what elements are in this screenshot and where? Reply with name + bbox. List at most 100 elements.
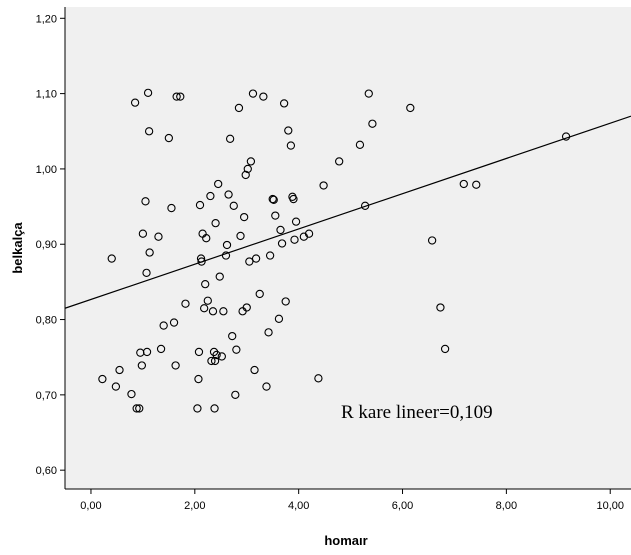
data-point: [440, 344, 450, 354]
x-tick-label: 10,00: [596, 500, 624, 512]
y-tick-label: 1,20: [36, 13, 57, 25]
data-point: [265, 251, 275, 260]
data-point: [368, 119, 377, 128]
fit-line: [64, 115, 631, 309]
x-axis-title: homaır: [324, 533, 367, 548]
data-point: [208, 307, 218, 316]
data-point: [277, 239, 287, 248]
data-point: [245, 257, 254, 266]
data-point: [459, 179, 468, 189]
data-point: [241, 170, 250, 180]
data-point: [242, 303, 251, 312]
y-tick-label: 0,70: [36, 390, 57, 402]
data-point: [214, 179, 223, 189]
data-point: [221, 251, 231, 260]
x-tick-label: 8,00: [496, 500, 517, 512]
y-tick-label: 0,80: [36, 315, 57, 327]
data-point: [206, 191, 215, 201]
y-tick-label: 0,90: [36, 239, 57, 251]
data-point: [279, 99, 289, 108]
data-point: [145, 248, 154, 257]
data-point: [142, 268, 151, 278]
data-point: [290, 235, 299, 244]
data-point: [203, 296, 212, 305]
data-point: [284, 126, 293, 135]
data-point: [141, 197, 150, 206]
data-point: [243, 164, 252, 174]
data-point: [262, 382, 271, 391]
data-point: [229, 201, 238, 210]
data-point: [127, 389, 136, 399]
data-point: [289, 194, 298, 204]
data-point: [194, 347, 204, 357]
data-point: [176, 92, 185, 101]
data-point: [210, 356, 220, 366]
data-point: [355, 140, 365, 149]
data-point: [224, 190, 233, 199]
data-point: [406, 103, 415, 113]
data-point: [248, 89, 258, 98]
data-point: [561, 132, 571, 141]
x-tick-label: 4,00: [288, 500, 309, 512]
data-point: [360, 201, 370, 210]
data-point: [212, 350, 221, 360]
data-point: [314, 374, 323, 383]
x-tick-label: 2,00: [184, 500, 205, 512]
y-tick-label: 1,00: [36, 164, 57, 176]
data-point: [111, 382, 121, 391]
data-point: [171, 361, 180, 370]
data-point: [211, 218, 220, 228]
data-point: [222, 240, 232, 250]
data-point: [217, 352, 226, 361]
data-point: [159, 321, 168, 330]
y-tick-label: 0,60: [36, 465, 57, 477]
data-point: [181, 299, 190, 308]
x-tick-label: 6,00: [392, 500, 413, 512]
data-point: [210, 404, 219, 413]
data-point: [135, 404, 144, 413]
data-point: [304, 229, 314, 238]
data-point: [271, 211, 280, 220]
data-point: [335, 157, 344, 166]
data-point: [200, 304, 209, 313]
data-point: [228, 331, 237, 341]
data-point: [194, 374, 203, 384]
r-squared-annotation: R kare lineer=0,109: [341, 402, 493, 423]
data-point: [246, 157, 256, 166]
data-point: [164, 133, 174, 143]
data-point: [196, 254, 206, 263]
data-point: [202, 234, 211, 243]
data-point: [142, 347, 152, 357]
data-point: [138, 229, 148, 238]
data-point: [144, 127, 154, 136]
data-point: [364, 89, 373, 98]
data-point: [207, 356, 216, 366]
data-point: [201, 279, 210, 289]
y-axis-title: belkalça: [10, 222, 25, 274]
data-point: [276, 225, 285, 235]
data-point: [156, 344, 166, 354]
data-point: [269, 195, 278, 204]
data-point: [319, 181, 328, 190]
data-point: [239, 212, 249, 222]
data-point: [281, 297, 290, 306]
data-point: [250, 365, 259, 375]
data-point: [172, 92, 181, 101]
data-point: [268, 194, 277, 204]
data-point: [436, 303, 445, 312]
plot-area: [65, 7, 631, 489]
data-point: [130, 98, 140, 107]
data-point: [291, 217, 301, 226]
data-point: [215, 272, 224, 281]
data-point: [132, 404, 141, 413]
data-point: [169, 318, 179, 327]
data-point: [274, 314, 284, 323]
data-point: [427, 236, 437, 245]
data-point: [231, 390, 240, 400]
data-point: [137, 361, 147, 370]
data-point: [107, 254, 116, 263]
data-point: [472, 180, 481, 189]
data-point: [115, 365, 124, 375]
data-point: [197, 257, 206, 266]
